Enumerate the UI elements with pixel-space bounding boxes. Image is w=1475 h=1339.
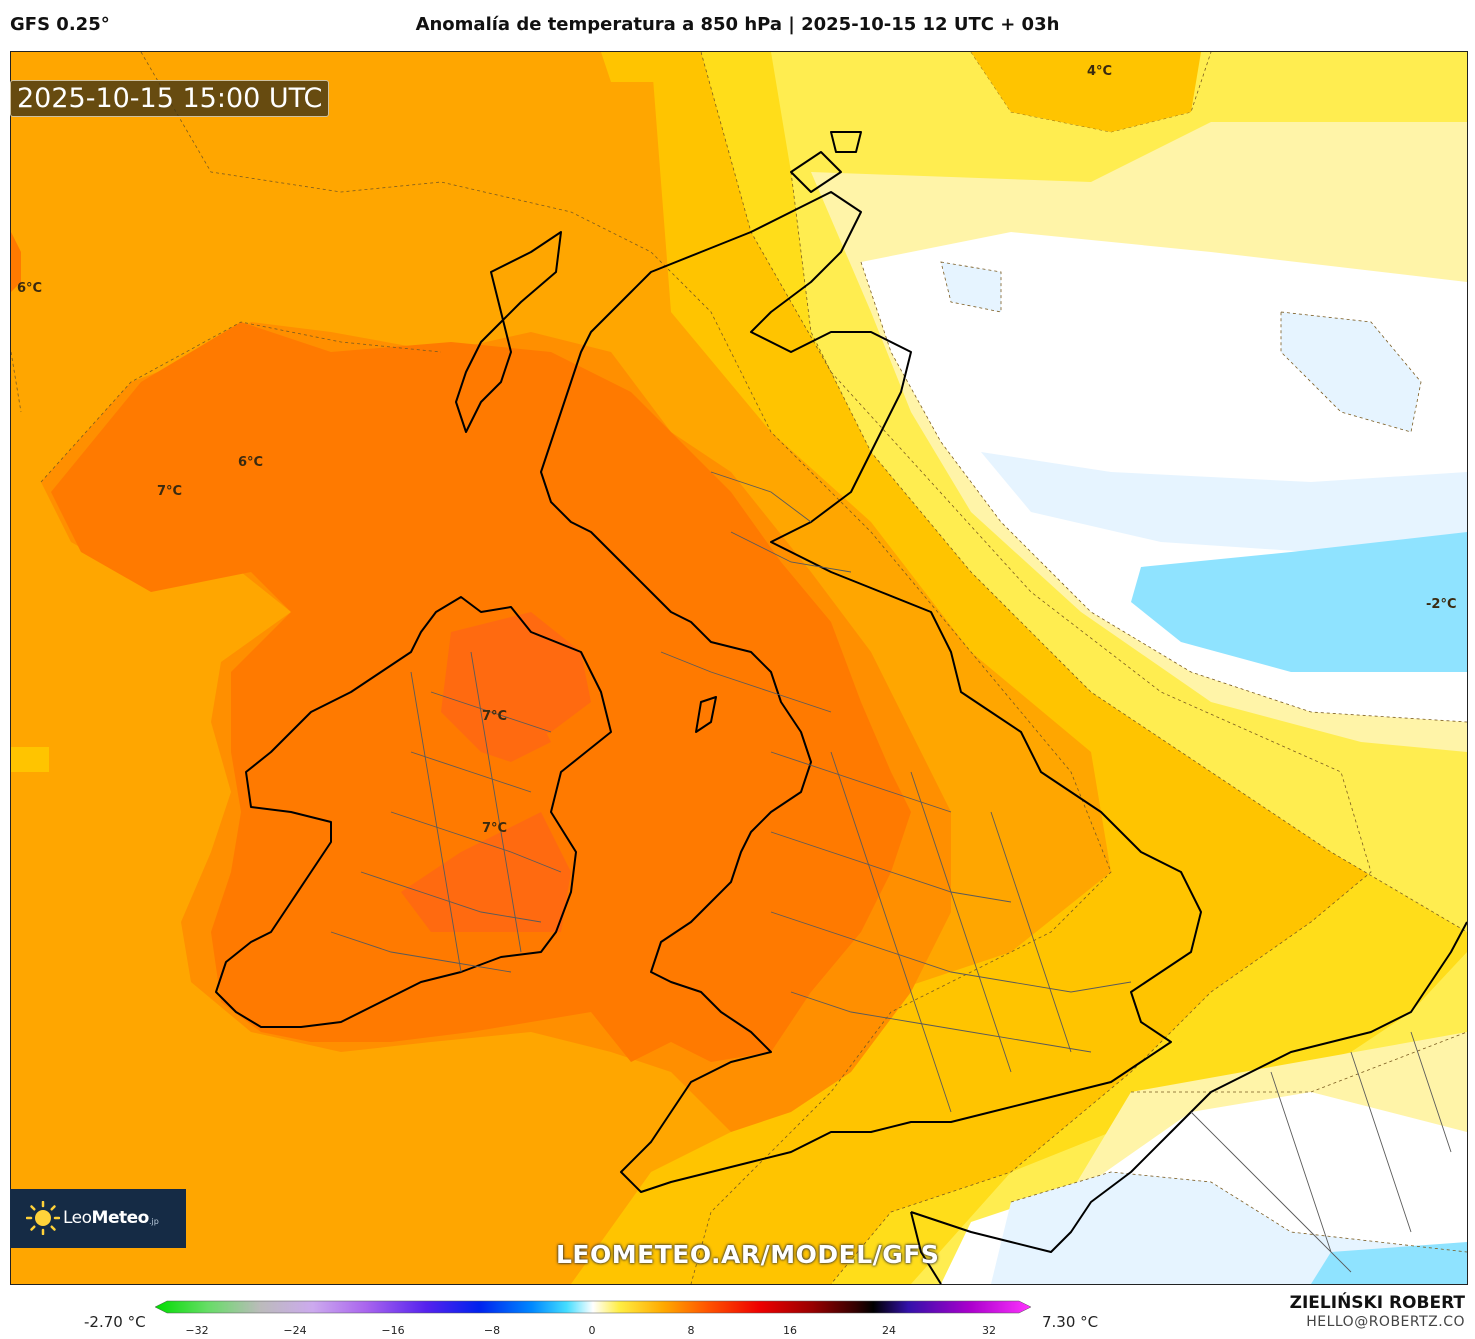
france-north-coast: [910, 1211, 942, 1284]
isotherm-label: 4°C: [1087, 64, 1113, 79]
logo-suffix: .jp: [149, 1217, 159, 1226]
anomaly-band-4-north: [971, 52, 1201, 132]
anomaly-band-se-m2: [1311, 1242, 1467, 1284]
sun-icon: [26, 1201, 60, 1235]
isotherm-label: 7°C: [482, 821, 508, 836]
isle-of-man-coast: [695, 696, 717, 733]
colorbar-tick: −32: [185, 1324, 209, 1337]
anomaly-left-box: [11, 747, 49, 772]
map-panel[interactable]: 4°C 6°C 6°C 7°C 7°C 7°C -2°C: [10, 51, 1468, 1285]
valid-time-badge: 2025-10-15 15:00 UTC: [10, 80, 330, 117]
anomaly-band-4-top: [601, 52, 701, 82]
anomaly-hot-south: [401, 812, 571, 932]
anomaly-band-m1: [941, 262, 1467, 552]
colorbar-area: -2.70 °C: [0, 1285, 1475, 1339]
author-email[interactable]: HELLO@ROBERTZ.CO: [1306, 1314, 1465, 1330]
logo-name: Leo: [63, 1208, 92, 1228]
colorbar-tick: −24: [283, 1324, 307, 1337]
leometeo-logo[interactable]: LeoMeteo .jp: [10, 1189, 186, 1248]
anomaly-map: [11, 52, 1467, 1284]
colorbar-tick: −8: [483, 1324, 501, 1337]
admin-boundaries: [330, 471, 1452, 1273]
anomaly-hot-north: [441, 612, 591, 752]
header: GFS 0.25° Anomalía de temperatura a 850 …: [0, 0, 1475, 50]
orkney-coast: [790, 131, 862, 193]
colorbar-tick: 32: [982, 1324, 996, 1337]
chart-title: Anomalía de temperatura a 850 hPa | 2025…: [415, 14, 1060, 35]
colorbar: [155, 1300, 1031, 1314]
isotherm-label: -2°C: [1426, 597, 1457, 612]
colorbar-tick: 16: [783, 1324, 797, 1337]
isotherm-label: 7°C: [157, 484, 183, 499]
anomaly-band-m2: [1131, 532, 1467, 672]
anomaly-hot-mid: [481, 702, 551, 762]
anomaly-left-strip: [11, 232, 21, 292]
hebrides-coast: [455, 231, 562, 433]
ireland-coast: [215, 596, 612, 1028]
colorbar-tick: 24: [882, 1324, 896, 1337]
isotherm-label: 7°C: [482, 709, 508, 724]
logo-wordmark: LeoMeteo: [63, 1208, 149, 1228]
isotherm-label: 6°C: [238, 455, 264, 470]
logo-name-bold: Meteo: [91, 1208, 150, 1228]
great-britain-coast: [540, 191, 1202, 1193]
colorbar-tick: 0: [588, 1324, 596, 1337]
isotherm-label: 6°C: [17, 281, 43, 296]
watermark-url[interactable]: LEOMETEO.AR/MODEL/GFS: [556, 1240, 940, 1269]
colorbar-tick: 8: [687, 1324, 695, 1337]
colorbar-max-value: 7.30 °C: [1042, 1313, 1099, 1331]
colorbar-tick: −16: [381, 1324, 405, 1337]
colorbar-min-value: -2.70 °C: [84, 1313, 146, 1331]
model-label: GFS 0.25°: [10, 14, 110, 35]
author-name: ZIELIŃSKI ROBERT: [1289, 1293, 1465, 1313]
